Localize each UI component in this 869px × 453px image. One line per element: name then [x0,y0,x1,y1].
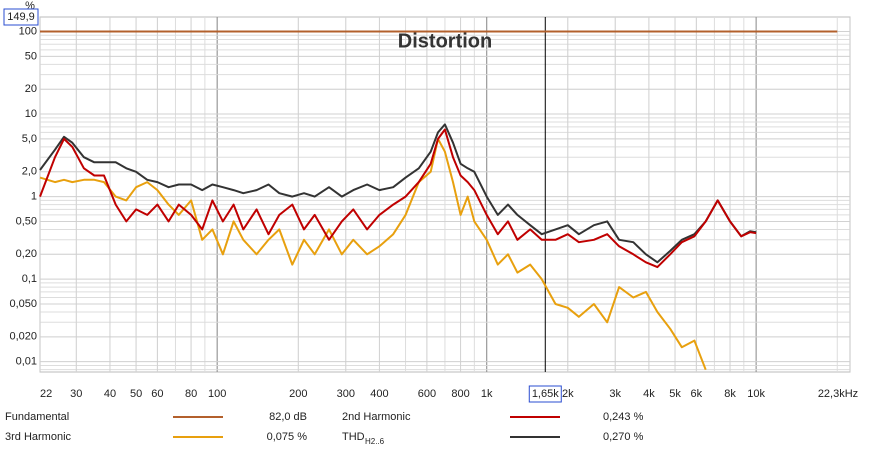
series-line [39,123,757,264]
y-tick-label: 50 [25,50,37,62]
x-tick-label: 8k [724,388,736,400]
lines [39,30,838,371]
y-top-box [3,8,39,26]
x-tick-label: 60 [151,388,163,400]
x-tick-label: 300 [337,388,355,400]
x-tick-label: 80 [185,388,197,400]
y-tick-label: 0,01 [16,356,37,368]
y-tick-label: 20 [25,83,37,95]
legend-value: 82,0 dB [269,411,307,423]
chart-title: Distortion [398,30,492,52]
y-tick-label: 100 [19,25,37,37]
x-tick-label: 100 [208,388,226,400]
legend-label: 3rd Harmonic [5,431,72,443]
x-tick-label: 5k [669,388,681,400]
x-tick-label: 4k [643,388,655,400]
y-tick-label: 1 [31,191,37,203]
x-tick-label: 2k [562,388,574,400]
x-tick-label: 1k [481,388,493,400]
x-tick-label: 600 [418,388,436,400]
legend-value: 0,270 % [603,431,644,443]
legend-label: Fundamental [5,411,69,423]
x-tick-label: 800 [451,388,469,400]
cursor-box [528,385,562,403]
x-tick-label: 400 [370,388,388,400]
grid [39,17,851,372]
x-tick-label: 22,3kHz [818,388,858,400]
legend-label: THD [342,431,365,443]
y-tick-label: 0,020 [9,331,37,343]
cursor-label: 1,65k [532,388,559,400]
x-tick-label: 50 [130,388,142,400]
legend-label: 2nd Harmonic [342,411,411,423]
series-line [39,137,707,371]
y-tick-label: 0,1 [22,273,37,285]
series-line [39,128,757,269]
x-tick-label: 3k [609,388,621,400]
x-tick-label: 10k [747,388,765,400]
y-tick-label: 5,0 [22,133,37,145]
legend-value: 0,243 % [603,411,644,423]
y-unit: % [25,0,35,12]
y-tick-label: 2,0 [22,166,37,178]
x-tick-label: 6k [691,388,703,400]
y-tick-label: 0,50 [16,215,37,227]
y-tick-label: 149,9 [7,11,35,23]
y-tick-label: 0,050 [9,298,37,310]
y-tick-label: 10 [25,108,37,120]
y-tick-label: 0,20 [16,248,37,260]
legend: Fundamental 82,0 dB 2nd Harmonic 0,243 % 3rd… [5,411,644,446]
legend-subscript: H2..6 [365,437,385,446]
x-tick-label: 200 [289,388,307,400]
x-tick-label: 22 [40,388,52,400]
x-tick-label: 30 [70,388,82,400]
legend-value: 0,075 % [267,431,308,443]
x-tick-label: 40 [104,388,116,400]
